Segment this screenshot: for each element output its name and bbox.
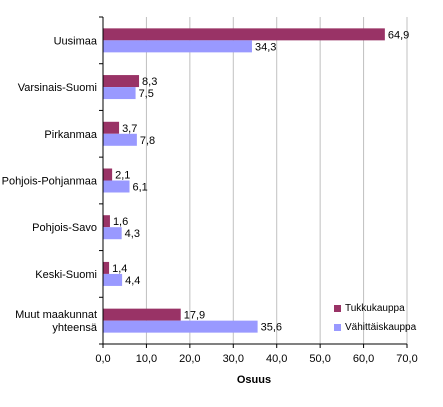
value-label: 34,3 (255, 41, 276, 53)
value-label: 35,6 (261, 322, 282, 334)
value-label: 6,1 (132, 182, 147, 194)
x-tick-label: 20,0 (179, 353, 200, 365)
value-label: 8,3 (142, 76, 157, 88)
value-label: 7,5 (139, 88, 154, 100)
x-tick-label: 50,0 (309, 353, 330, 365)
value-label: 64,9 (388, 29, 409, 41)
legend-swatch (334, 324, 341, 331)
category-label: Muut maakunnat yhteensä (15, 309, 98, 334)
bar-vahittaiskauppa (103, 87, 136, 100)
legend-label: Vähittäiskauppa (345, 322, 417, 333)
x-tick-label: 30,0 (223, 353, 244, 365)
bar-vahittaiskauppa (103, 273, 123, 286)
bar-tukkukauppa (103, 28, 385, 41)
bar-vahittaiskauppa (103, 40, 252, 53)
axes (99, 16, 408, 348)
value-labels: 64,9 34,3 8,37,5 3,77,8 2,16,1 1,64,3 1,44,4 17… (112, 29, 409, 333)
bar-vahittaiskauppa (103, 180, 130, 193)
category-labels: Uusimaa Varsinais-Suomi Pirkanmaa Pohjois-P… (2, 35, 98, 334)
category-label: Uusimaa (54, 35, 98, 47)
category-label: Pohjois-Pohjanmaa (2, 176, 98, 188)
value-label: 1,4 (112, 263, 127, 275)
x-axis-title: Osuus (237, 374, 271, 386)
bar-tukkukauppa (103, 261, 110, 274)
value-label: 4,3 (125, 228, 140, 240)
legend-item-vahittaiskauppa: Vähittäiskauppa (334, 318, 416, 337)
x-tick-label: 10,0 (136, 353, 157, 365)
category-label: Pohjois-Savo (32, 222, 97, 234)
value-label: 3,7 (122, 123, 137, 135)
bar-vahittaiskauppa (103, 227, 122, 240)
legend-label: Tukkukauppa (345, 303, 405, 314)
value-label: 1,6 (113, 216, 128, 228)
bar-vahittaiskauppa (103, 133, 137, 146)
bar-tukkukauppa (103, 308, 181, 321)
bars (103, 28, 385, 333)
value-label: 7,8 (140, 135, 155, 147)
value-label: 17,9 (184, 310, 205, 322)
bar-tukkukauppa (103, 75, 140, 88)
bar-tukkukauppa (103, 215, 110, 228)
bar-vahittaiskauppa (103, 320, 258, 333)
category-label: Varsinais-Suomi (18, 82, 97, 94)
category-label: Pirkanmaa (44, 129, 97, 141)
bar-tukkukauppa (103, 121, 120, 134)
gridlines (145, 17, 408, 344)
legend: Tukkukauppa Vähittäiskauppa (334, 299, 416, 337)
value-label: 2,1 (115, 170, 130, 182)
x-tick-label: 0,0 (95, 353, 110, 365)
x-tick-label: 60,0 (353, 353, 374, 365)
x-tick-labels: 0,0 10,0 20,0 30,0 40,0 50,0 60,0 70,0 (95, 353, 417, 365)
x-tick-label: 40,0 (266, 353, 287, 365)
x-tick-label: 70,0 (396, 353, 417, 365)
value-label: 4,4 (125, 275, 140, 287)
legend-item-tukkukauppa: Tukkukauppa (334, 299, 416, 318)
bar-tukkukauppa (103, 168, 113, 181)
legend-swatch (334, 305, 341, 312)
category-label: Keski-Suomi (35, 269, 97, 281)
